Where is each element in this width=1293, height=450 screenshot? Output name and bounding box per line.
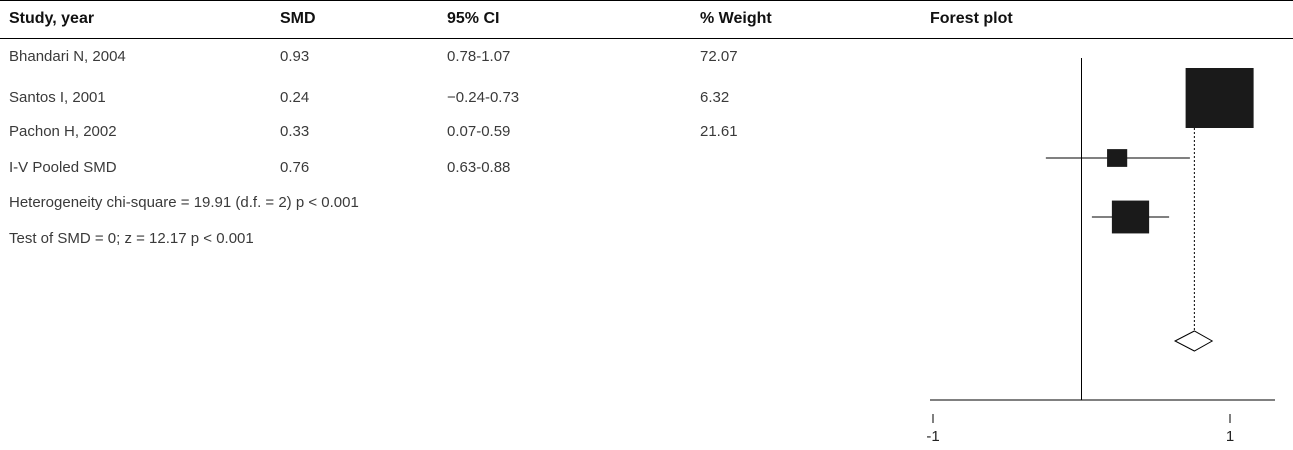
- table-header-rule: [0, 38, 1293, 39]
- header-95-ci: 95% CI: [447, 10, 500, 27]
- study-weight-box: [1107, 149, 1128, 167]
- study-weight-box: [1185, 68, 1254, 128]
- x-tick-label: 1: [1226, 428, 1234, 445]
- study-ci: 0.78-1.07: [447, 48, 511, 65]
- study-smd: 0.93: [280, 48, 310, 65]
- study-smd: 0.24: [280, 89, 310, 106]
- x-tick-label: -1: [926, 428, 939, 445]
- pooled-name: I-V Pooled SMD: [9, 159, 117, 176]
- study-smd: 0.33: [280, 123, 310, 140]
- header-study-year: Study, year: [9, 10, 95, 27]
- study-name: Pachon H, 2002: [9, 123, 117, 140]
- header-weight: % Weight: [700, 10, 772, 27]
- smd-test-note: Test of SMD = 0; z = 12.17 p < 0.001: [9, 230, 254, 247]
- study-name: Santos I, 2001: [9, 89, 106, 106]
- study-weight: 72.07: [700, 48, 738, 65]
- study-name: Bhandari N, 2004: [9, 48, 126, 65]
- header-smd: SMD: [280, 10, 316, 27]
- heterogeneity-note: Heterogeneity chi-square = 19.91 (d.f. =…: [9, 194, 359, 211]
- pooled-ci: 0.63-0.88: [447, 159, 511, 176]
- study-weight: 6.32: [700, 89, 730, 106]
- header-forest-plot: Forest plot: [930, 10, 1013, 27]
- pooled-diamond: [1173, 330, 1214, 352]
- study-weight: 21.61: [700, 123, 738, 140]
- study-ci: −0.24-0.73: [447, 89, 520, 106]
- pooled-smd: 0.76: [280, 159, 310, 176]
- table-top-rule: [0, 0, 1293, 1]
- study-ci: 0.07-0.59: [447, 123, 511, 140]
- study-weight-box: [1111, 200, 1150, 234]
